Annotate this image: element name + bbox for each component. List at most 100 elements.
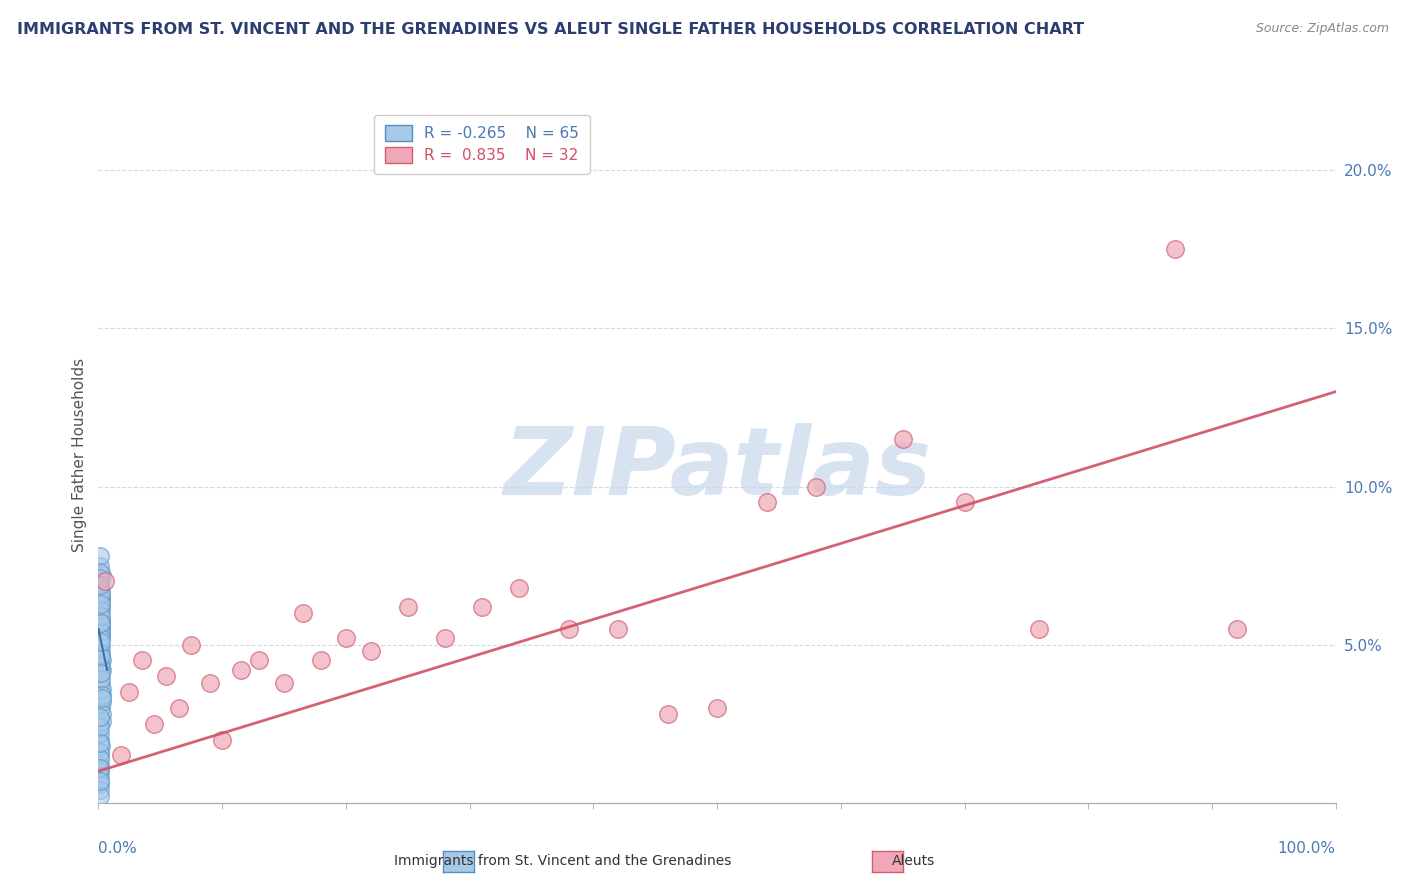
Point xyxy=(1226,622,1249,636)
Point xyxy=(143,716,166,731)
Point xyxy=(89,558,111,573)
Point xyxy=(89,789,111,804)
Point xyxy=(90,587,112,601)
Point xyxy=(508,581,530,595)
Point xyxy=(90,666,112,681)
Point xyxy=(953,495,976,509)
Point xyxy=(90,603,112,617)
Point xyxy=(229,663,252,677)
Point xyxy=(89,757,111,772)
Point xyxy=(755,495,778,509)
Point xyxy=(89,736,111,750)
Point xyxy=(89,748,111,763)
Point xyxy=(89,644,111,658)
Y-axis label: Single Father Households: Single Father Households xyxy=(72,358,87,552)
Point xyxy=(89,571,111,585)
Text: Source: ZipAtlas.com: Source: ZipAtlas.com xyxy=(1256,22,1389,36)
Point xyxy=(1164,243,1187,257)
Point xyxy=(91,714,114,728)
Text: Aleuts: Aleuts xyxy=(893,854,935,868)
Point xyxy=(89,773,111,788)
Text: 0.0%: 0.0% xyxy=(98,841,138,856)
Point xyxy=(706,701,728,715)
Point xyxy=(90,593,112,607)
Point xyxy=(89,716,111,731)
Point xyxy=(155,669,177,683)
Point xyxy=(90,660,112,674)
Point xyxy=(89,606,111,620)
Text: IMMIGRANTS FROM ST. VINCENT AND THE GRENADINES VS ALEUT SINGLE FATHER HOUSEHOLDS: IMMIGRANTS FROM ST. VINCENT AND THE GREN… xyxy=(17,22,1084,37)
Point xyxy=(91,695,114,709)
Point xyxy=(89,581,111,595)
Point xyxy=(657,707,679,722)
Point xyxy=(90,634,112,648)
Point xyxy=(89,764,111,779)
Point xyxy=(89,745,111,759)
Point xyxy=(89,726,111,740)
Point xyxy=(91,688,114,702)
Point xyxy=(89,638,111,652)
Point xyxy=(273,675,295,690)
Point xyxy=(90,599,112,614)
Point xyxy=(90,685,112,699)
Point xyxy=(291,606,314,620)
Point xyxy=(167,701,190,715)
Point xyxy=(90,591,112,605)
Point xyxy=(90,597,112,611)
Point xyxy=(89,751,111,765)
Point xyxy=(93,574,115,589)
Point xyxy=(211,732,233,747)
Point xyxy=(89,710,111,724)
Point xyxy=(90,583,112,598)
Point xyxy=(198,675,221,690)
Point xyxy=(90,622,112,636)
Point xyxy=(180,638,202,652)
Point xyxy=(891,432,914,446)
Point xyxy=(89,574,111,589)
Point xyxy=(90,625,112,640)
Legend: R = -0.265    N = 65, R =  0.835    N = 32: R = -0.265 N = 65, R = 0.835 N = 32 xyxy=(374,115,591,174)
Point xyxy=(90,640,112,655)
Point xyxy=(90,628,112,642)
Point xyxy=(89,783,111,797)
Point xyxy=(1028,622,1050,636)
Point xyxy=(396,599,419,614)
Point xyxy=(471,599,494,614)
Point xyxy=(335,632,357,646)
Point xyxy=(90,739,112,753)
Point xyxy=(110,748,132,763)
Point xyxy=(804,479,827,493)
Point xyxy=(90,701,112,715)
Point xyxy=(607,622,630,636)
Point xyxy=(90,618,112,632)
Point xyxy=(89,669,111,683)
Point xyxy=(89,777,111,791)
Point xyxy=(90,647,112,661)
Point xyxy=(360,644,382,658)
Text: 100.0%: 100.0% xyxy=(1278,841,1336,856)
Point xyxy=(89,732,111,747)
Point xyxy=(309,653,332,667)
Text: Immigrants from St. Vincent and the Grenadines: Immigrants from St. Vincent and the Gren… xyxy=(394,854,731,868)
Point xyxy=(118,685,141,699)
Point xyxy=(89,577,111,591)
Point xyxy=(90,612,112,626)
Point xyxy=(89,761,111,775)
Point xyxy=(89,549,111,563)
Point xyxy=(91,707,114,722)
Point xyxy=(557,622,579,636)
Point xyxy=(247,653,270,667)
Point xyxy=(433,632,456,646)
Point xyxy=(90,650,112,665)
Point xyxy=(91,653,114,667)
Point xyxy=(91,681,114,696)
Point xyxy=(90,675,112,690)
Text: ZIPatlas: ZIPatlas xyxy=(503,423,931,515)
Point xyxy=(89,657,111,671)
Point xyxy=(89,565,111,579)
Point xyxy=(89,720,111,734)
Point xyxy=(90,615,112,630)
Point xyxy=(91,663,114,677)
Point xyxy=(90,632,112,646)
Point xyxy=(90,609,112,624)
